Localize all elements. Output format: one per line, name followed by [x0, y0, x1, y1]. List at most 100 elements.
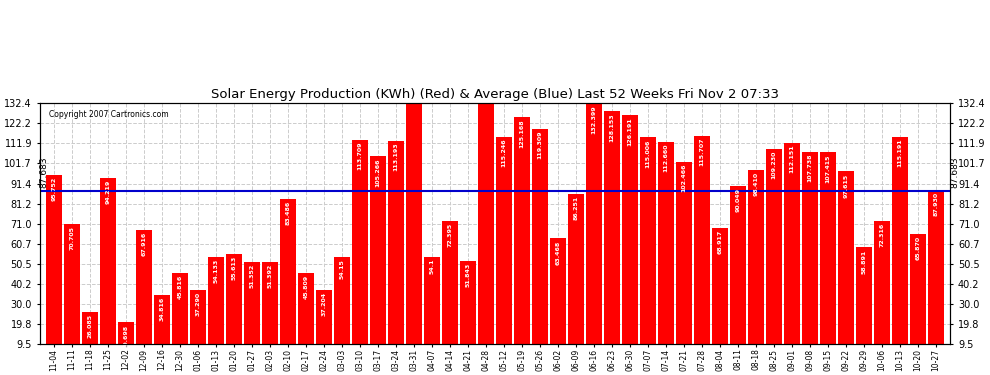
Bar — [172, 273, 188, 363]
Bar — [784, 143, 800, 363]
Text: 37.290: 37.290 — [196, 292, 201, 316]
Bar — [821, 152, 836, 363]
Bar — [370, 156, 386, 363]
Bar — [443, 221, 457, 363]
Bar — [892, 137, 908, 363]
Bar — [533, 129, 547, 363]
Text: 58.891: 58.891 — [861, 249, 866, 274]
Text: 113.193: 113.193 — [393, 143, 399, 171]
Text: 20.698: 20.698 — [124, 324, 129, 348]
Text: 63.468: 63.468 — [555, 240, 560, 265]
Bar — [604, 111, 620, 363]
Bar — [641, 137, 655, 363]
Text: 55.613: 55.613 — [232, 256, 237, 280]
Text: 86.251: 86.251 — [573, 196, 578, 220]
Bar — [406, 32, 422, 363]
Bar — [280, 199, 296, 363]
Bar — [874, 221, 890, 363]
Text: 54.15: 54.15 — [340, 259, 345, 279]
Text: 67.916: 67.916 — [142, 232, 147, 256]
Bar — [676, 162, 692, 363]
Bar — [802, 152, 818, 363]
Bar — [245, 262, 259, 363]
Text: 107.738: 107.738 — [808, 153, 813, 182]
Bar — [425, 257, 440, 363]
Text: 72.316: 72.316 — [879, 223, 884, 247]
Bar — [154, 295, 169, 363]
Text: 26.085: 26.085 — [87, 314, 93, 338]
Bar — [352, 140, 367, 363]
Text: 70.705: 70.705 — [69, 226, 74, 250]
Bar — [478, 18, 494, 363]
Text: 113.709: 113.709 — [357, 142, 362, 170]
Text: 87.683: 87.683 — [950, 156, 959, 188]
Bar — [694, 136, 710, 363]
Bar — [713, 228, 728, 363]
Bar — [586, 103, 602, 363]
Bar — [137, 230, 151, 363]
Bar — [262, 262, 277, 363]
Text: 119.309: 119.309 — [538, 131, 543, 159]
Bar — [209, 257, 224, 363]
Text: 54.133: 54.133 — [214, 259, 219, 283]
Bar — [64, 224, 80, 363]
Text: 34.816: 34.816 — [159, 297, 164, 321]
Bar — [839, 171, 853, 363]
Text: 105.266: 105.266 — [375, 158, 380, 187]
Bar — [910, 234, 926, 363]
Text: 112.660: 112.660 — [663, 144, 668, 172]
Text: Copyright 2007 Cartronics.com: Copyright 2007 Cartronics.com — [49, 110, 168, 119]
Bar — [568, 194, 584, 363]
Text: 168.486: 168.486 — [412, 34, 417, 63]
Bar — [748, 170, 763, 363]
Text: 112.151: 112.151 — [789, 145, 794, 173]
Bar — [47, 175, 61, 363]
Bar — [317, 290, 332, 363]
Text: 51.392: 51.392 — [267, 264, 272, 288]
Bar — [190, 290, 206, 363]
Text: 45.816: 45.816 — [177, 275, 182, 299]
Text: 97.615: 97.615 — [843, 173, 848, 198]
Text: 54.1: 54.1 — [430, 259, 435, 274]
Title: Solar Energy Production (KWh) (Red) & Average (Blue) Last 52 Weeks Fri Nov 2 07:: Solar Energy Production (KWh) (Red) & Av… — [211, 87, 779, 100]
Text: 115.006: 115.006 — [645, 139, 650, 168]
Bar — [731, 186, 745, 363]
Text: 83.486: 83.486 — [285, 201, 290, 225]
Text: 107.415: 107.415 — [826, 154, 831, 183]
Text: 115.246: 115.246 — [502, 139, 507, 167]
Text: 72.395: 72.395 — [447, 223, 452, 247]
Bar — [496, 137, 512, 363]
Text: 94.219: 94.219 — [106, 180, 111, 204]
Bar — [119, 322, 134, 363]
Text: 51.352: 51.352 — [249, 264, 254, 288]
Text: 87.930: 87.930 — [934, 192, 939, 216]
Text: 126.191: 126.191 — [628, 117, 633, 146]
Bar — [766, 148, 781, 363]
Text: 128.153: 128.153 — [610, 113, 615, 142]
Text: 98.410: 98.410 — [753, 172, 758, 196]
Text: 65.870: 65.870 — [916, 236, 921, 260]
Bar — [298, 273, 314, 363]
Bar — [929, 190, 943, 363]
Text: 109.230: 109.230 — [771, 150, 776, 179]
Bar — [658, 142, 673, 363]
Text: 45.809: 45.809 — [304, 275, 309, 299]
Text: 132.399: 132.399 — [591, 105, 597, 134]
Bar — [388, 141, 404, 363]
Text: 87.683: 87.683 — [40, 156, 49, 188]
Bar — [460, 261, 475, 363]
Text: 115.707: 115.707 — [700, 138, 705, 166]
Text: 90.049: 90.049 — [736, 188, 741, 212]
Text: 51.843: 51.843 — [465, 263, 470, 288]
Bar — [335, 257, 349, 363]
Bar — [550, 238, 565, 363]
Text: 37.204: 37.204 — [322, 292, 327, 316]
Bar — [100, 178, 116, 363]
Text: 95.752: 95.752 — [51, 177, 56, 201]
Text: 102.466: 102.466 — [681, 164, 686, 192]
Text: 68.917: 68.917 — [718, 230, 723, 254]
Bar — [82, 312, 98, 363]
Bar — [227, 254, 242, 363]
Bar — [623, 115, 638, 363]
Text: 175.503: 175.503 — [483, 20, 488, 49]
